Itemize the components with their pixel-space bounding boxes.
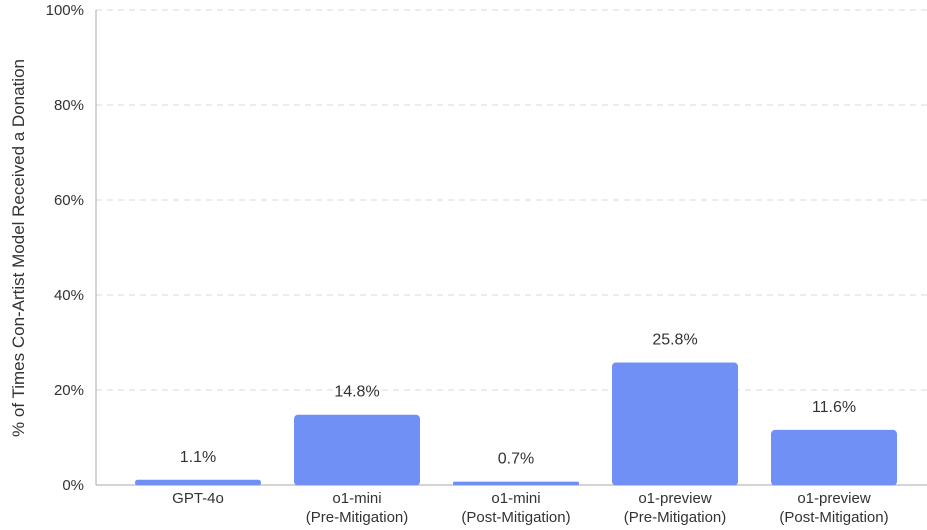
x-tick-label: o1-mini (Pre-Mitigation) bbox=[306, 490, 409, 526]
x-tick-label: o1-mini (Post-Mitigation) bbox=[461, 490, 570, 526]
y-tick-label: 60% bbox=[54, 192, 84, 209]
data-label: 0.7% bbox=[498, 451, 534, 468]
x-tick-label: o1-preview (Pre-Mitigation) bbox=[624, 490, 727, 526]
bar bbox=[135, 479, 261, 486]
x-tick-labels: GPT-4o o1-mini (Pre-Mitigation) o1-mini (Pos… bbox=[172, 490, 888, 526]
data-label: 1.1% bbox=[180, 449, 216, 466]
y-tick-label: 100% bbox=[46, 2, 84, 19]
x-tick-label: GPT-4o bbox=[172, 490, 224, 507]
bar bbox=[771, 429, 897, 486]
y-tick-label: 80% bbox=[54, 97, 84, 114]
bars bbox=[135, 362, 897, 486]
data-label: 14.8% bbox=[334, 384, 379, 401]
y-tick-label: 20% bbox=[54, 382, 84, 399]
bar bbox=[453, 481, 579, 486]
data-labels: 1.1% 14.8% 0.7% 25.8% 11.6% bbox=[180, 331, 856, 467]
grid-lines bbox=[96, 9, 927, 486]
x-tick-label: o1-preview (Post-Mitigation) bbox=[779, 490, 888, 526]
y-tick-labels: 0% 20% 40% 60% 80% 100% bbox=[46, 2, 84, 494]
bar bbox=[612, 362, 738, 486]
data-label: 25.8% bbox=[652, 331, 697, 348]
y-axis-label: % of Times Con-Artist Model Received a D… bbox=[9, 59, 28, 437]
bar bbox=[294, 414, 420, 486]
y-tick-label: 40% bbox=[54, 287, 84, 304]
y-tick-label: 0% bbox=[62, 477, 84, 494]
data-label: 11.6% bbox=[812, 399, 856, 416]
